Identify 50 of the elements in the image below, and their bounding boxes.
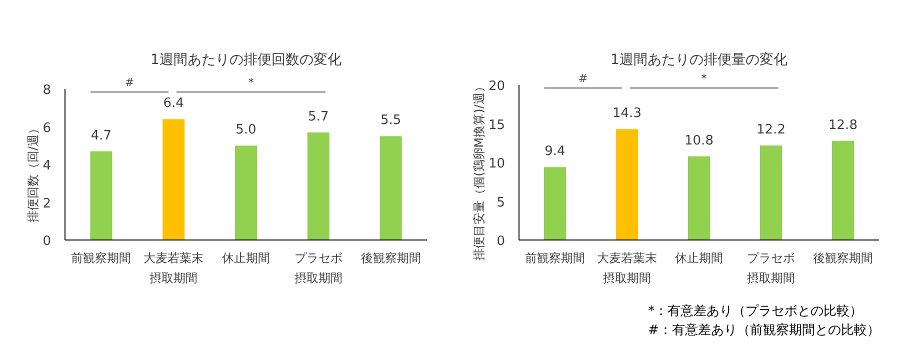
chart-title: 1週間あたりの排便回数の変化 — [150, 52, 342, 68]
y-tick-label: 4 — [42, 158, 51, 174]
data-label: 6.4 — [163, 96, 184, 112]
data-label: 5.7 — [308, 109, 329, 124]
annotation: * — [701, 72, 708, 85]
y-tick-label: 20 — [488, 79, 505, 94]
bar — [832, 140, 854, 240]
annotation: # — [578, 72, 588, 85]
annotation: * — [248, 76, 254, 89]
x-tick-label: プラセボ摂取期間 — [747, 251, 795, 285]
data-label: 9.4 — [544, 144, 566, 160]
data-label: 14.3 — [612, 106, 642, 122]
data-label: 5.0 — [236, 122, 256, 138]
y-axis-title: 排便目安量（個(鶏卵M換算)/週） — [472, 80, 486, 260]
bar — [90, 151, 112, 240]
data-label: 12.2 — [756, 122, 786, 138]
data-label: 5.5 — [380, 113, 402, 128]
y-tick-label: 0 — [42, 234, 51, 249]
y-axis-title: 排便回数（回/週） — [26, 122, 40, 223]
bar — [760, 145, 782, 240]
x-tick-label: 前観察期間 — [525, 251, 585, 265]
x-tick-label: 休止期間 — [675, 251, 723, 265]
bar — [380, 136, 402, 240]
bar — [544, 167, 566, 240]
data-label: 10.8 — [684, 133, 714, 148]
data-label: 4.7 — [90, 128, 112, 144]
chart-title: 1週間あたりの排便量の変化 — [610, 52, 788, 68]
y-tick-label: 5 — [496, 195, 505, 210]
text: *：有意差あり（プラセボとの比較） — [648, 304, 862, 319]
y-tick-label: 2 — [42, 196, 51, 212]
bar — [688, 156, 710, 240]
x-tick-label: 休止期間 — [222, 251, 270, 265]
y-tick-label: 10 — [488, 156, 505, 172]
x-tick-label: 後観察期間 — [813, 251, 873, 265]
y-tick-label: 15 — [488, 118, 505, 133]
y-tick-label: 8 — [42, 83, 51, 98]
y-tick-label: 0 — [496, 234, 505, 249]
bar — [616, 129, 638, 240]
x-tick-label: 後観察期間 — [360, 251, 421, 265]
bar — [162, 119, 185, 240]
x-tick-label: 大麦若葉末摂取期間 — [144, 251, 204, 285]
annotation: # — [124, 76, 134, 89]
data-label: 12.8 — [828, 118, 858, 133]
y-tick-label: 6 — [42, 120, 51, 136]
text: #：有意差あり（前観察期間との比較） — [648, 322, 880, 338]
x-tick-label: 前観察期間 — [71, 251, 132, 265]
x-tick-label: 大麦若葉末摂取期間 — [597, 251, 657, 285]
x-tick-label: プラセボ摂取期間 — [294, 251, 342, 285]
bar — [307, 132, 330, 240]
bar — [235, 146, 257, 240]
